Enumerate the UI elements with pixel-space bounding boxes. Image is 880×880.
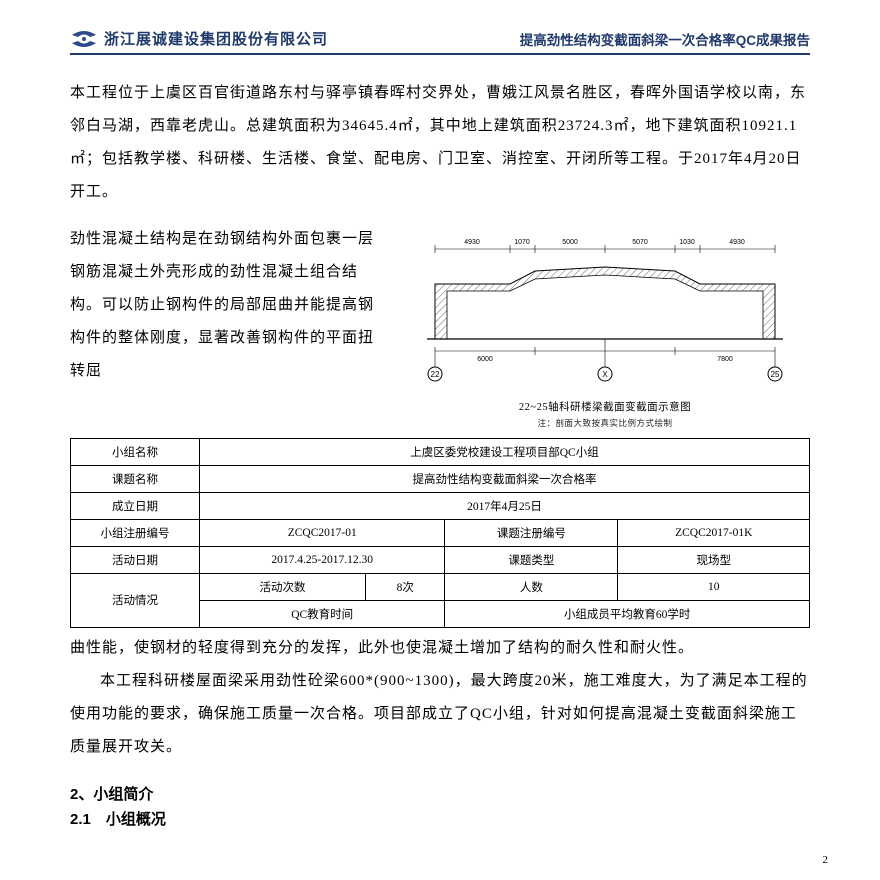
cell-label: 活动情况 [71, 573, 200, 627]
cell-value: 2017年4月25日 [200, 492, 810, 519]
cell-value: ZCQC2017-01 [200, 519, 445, 546]
table-row: 活动情况 活动次数 8次 人数 10 [71, 573, 810, 600]
cell-label: 小组名称 [71, 438, 200, 465]
cell-label: QC教育时间 [200, 600, 445, 627]
cell-label: 小组注册编号 [71, 519, 200, 546]
beam-section-diagram: 4930 1070 5000 5070 1030 4930 6000 7800 [415, 229, 795, 399]
svg-text:22: 22 [431, 370, 440, 379]
cell-value: 小组成员平均教育60学时 [445, 600, 810, 627]
section-2-1-heading: 2.1 小组概况 [70, 807, 810, 833]
table-row: 课题名称 提高劲性结构变截面斜梁一次合格率 [71, 465, 810, 492]
continuation-paragraph: 曲性能，使钢材的轻度得到充分的发挥，此外也使混凝土增加了结构的耐久性和耐火性。 [70, 632, 810, 665]
intro-paragraph: 本工程位于上虞区百官街道路东村与驿亭镇春晖村交界处，曹娥江风景名胜区，春晖外国语… [70, 77, 810, 209]
section-2-heading: 2、小组简介 [70, 782, 810, 808]
summary-paragraph: 本工程科研楼屋面梁采用劲性砼梁600*(900~1300)，最大跨度20米，施工… [70, 665, 810, 764]
company-name: 浙江展诚建设集团股份有限公司 [104, 28, 328, 49]
cell-value: 8次 [366, 573, 445, 600]
report-title: 提高劲性结构变截面斜梁一次合格率QC成果报告 [520, 29, 810, 49]
page-number: 2 [823, 854, 829, 866]
svg-text:25: 25 [771, 370, 780, 379]
svg-text:7800: 7800 [717, 356, 733, 363]
cell-value: 上虞区委党校建设工程项目部QC小组 [200, 438, 810, 465]
cell-label: 课题注册编号 [445, 519, 618, 546]
diagram-subcaption: 注：剖面大致按真实比例方式绘制 [537, 418, 672, 430]
svg-text:4930: 4930 [464, 239, 480, 246]
cell-label: 课题名称 [71, 465, 200, 492]
svg-text:1070: 1070 [514, 239, 530, 246]
svg-text:1030: 1030 [679, 239, 695, 246]
cell-label: 活动次数 [200, 573, 366, 600]
svg-text:6000: 6000 [477, 356, 493, 363]
table-row: 成立日期 2017年4月25日 [71, 492, 810, 519]
table-row: 活动日期 2017.4.25-2017.12.30 课题类型 现场型 [71, 546, 810, 573]
table-row: 小组名称 上虞区委党校建设工程项目部QC小组 [71, 438, 810, 465]
cell-value: 现场型 [618, 546, 810, 573]
page-header: 浙江展诚建设集团股份有限公司 提高劲性结构变截面斜梁一次合格率QC成果报告 [70, 28, 810, 55]
cell-value: 10 [618, 573, 810, 600]
cell-label: 人数 [445, 573, 618, 600]
text-diagram-row: 劲性混凝土结构是在劲钢结构外面包裹一层钢筋混凝土外壳形成的劲性混凝土组合结构。可… [70, 223, 810, 430]
cell-value: 2017.4.25-2017.12.30 [200, 546, 445, 573]
cell-label: 课题类型 [445, 546, 618, 573]
cell-label: 成立日期 [71, 492, 200, 519]
svg-text:5000: 5000 [562, 239, 578, 246]
svg-text:4930: 4930 [729, 239, 745, 246]
cell-value: 提高劲性结构变截面斜梁一次合格率 [200, 465, 810, 492]
diagram-column: 4930 1070 5000 5070 1030 4930 6000 7800 [400, 223, 810, 430]
svg-text:5070: 5070 [632, 239, 648, 246]
team-info-table: 小组名称 上虞区委党校建设工程项目部QC小组 课题名称 提高劲性结构变截面斜梁一… [70, 438, 810, 628]
svg-text:X: X [602, 370, 608, 379]
company-logo-icon [70, 29, 98, 49]
diagram-caption: 22~25轴科研楼梁截面变截面示意图 [519, 401, 691, 416]
header-left: 浙江展诚建设集团股份有限公司 [70, 28, 328, 49]
table-row: 小组注册编号 ZCQC2017-01 课题注册编号 ZCQC2017-01K [71, 519, 810, 546]
cell-label: 活动日期 [71, 546, 200, 573]
left-text-column: 劲性混凝土结构是在劲钢结构外面包裹一层钢筋混凝土外壳形成的劲性混凝土组合结构。可… [70, 223, 380, 430]
cell-value: ZCQC2017-01K [618, 519, 810, 546]
